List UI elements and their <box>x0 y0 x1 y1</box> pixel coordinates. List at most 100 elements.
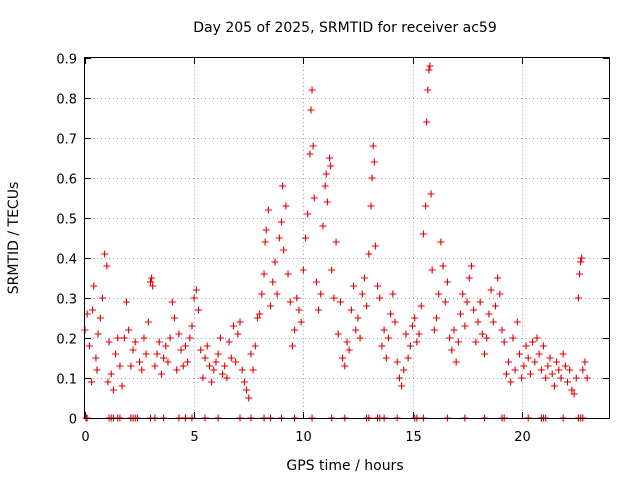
data-point <box>374 282 382 290</box>
data-point <box>179 362 187 370</box>
data-point <box>312 278 320 286</box>
data-point <box>149 282 157 290</box>
data-point <box>384 334 392 342</box>
data-point <box>476 298 484 306</box>
data-point <box>485 310 493 318</box>
data-point <box>427 190 435 198</box>
data-point <box>463 298 471 306</box>
data-point <box>326 154 334 162</box>
y-axis-label: SRMTID / TECUs <box>6 182 22 295</box>
y-tick-label: 0.9 <box>56 53 77 68</box>
data-point <box>437 238 445 246</box>
data-point <box>341 362 349 370</box>
data-point <box>322 170 330 178</box>
data-point <box>103 262 111 270</box>
y-tick-label: 0.7 <box>56 133 77 148</box>
data-point <box>114 334 122 342</box>
data-point <box>350 282 358 290</box>
data-point <box>559 350 567 358</box>
data-point <box>175 330 183 338</box>
data-point <box>90 282 98 290</box>
y-tick-label: 0.8 <box>56 93 77 108</box>
data-point <box>125 326 133 334</box>
data-point <box>234 330 242 338</box>
x-tick-label: 0 <box>81 430 89 445</box>
data-point <box>389 290 397 298</box>
data-point <box>162 342 170 350</box>
data-point <box>258 290 266 298</box>
data-point <box>472 338 480 346</box>
data-point <box>269 278 277 286</box>
data-point <box>402 330 410 338</box>
data-point <box>147 278 154 286</box>
data-point <box>494 274 502 282</box>
data-point <box>430 326 438 334</box>
data-point <box>371 242 379 250</box>
data-point <box>496 290 504 298</box>
data-point <box>345 346 353 354</box>
data-point <box>304 210 312 218</box>
data-point <box>85 342 93 350</box>
data-point <box>101 250 109 258</box>
data-point <box>245 394 253 402</box>
data-point <box>356 334 364 342</box>
data-point <box>286 298 294 306</box>
data-point <box>221 362 229 370</box>
data-point <box>518 374 526 382</box>
data-point <box>260 270 268 278</box>
data-point <box>395 374 403 382</box>
data-point <box>367 202 375 210</box>
data-point <box>457 310 465 318</box>
x-tick-label: 15 <box>405 430 422 445</box>
data-point <box>93 366 101 374</box>
data-point <box>197 346 205 354</box>
y-tick-label: 0.4 <box>56 253 77 268</box>
data-point <box>461 322 469 330</box>
data-point <box>317 290 325 298</box>
data-point <box>120 334 128 342</box>
data-point <box>227 354 235 362</box>
data-point <box>208 378 216 386</box>
data-point <box>483 334 491 342</box>
data-point <box>212 358 220 366</box>
data-point <box>491 302 499 310</box>
data-point <box>107 370 115 378</box>
data-point <box>98 294 106 302</box>
data-point <box>275 234 283 242</box>
data-point <box>131 338 139 346</box>
data-point <box>535 350 543 358</box>
data-point <box>358 290 366 298</box>
data-point <box>205 362 213 370</box>
data-point <box>210 366 218 374</box>
data-point <box>446 334 454 342</box>
data-point <box>96 314 104 322</box>
data-points <box>81 62 591 422</box>
data-point <box>524 354 532 362</box>
y-tick-label: 0.3 <box>56 293 77 308</box>
data-point <box>365 250 373 258</box>
data-point <box>533 334 541 342</box>
data-point <box>164 358 172 366</box>
data-point <box>328 266 336 274</box>
data-point <box>526 370 534 378</box>
grid-lines <box>85 58 609 418</box>
data-point <box>273 290 281 298</box>
data-point <box>509 334 517 342</box>
data-point <box>417 302 425 310</box>
data-point <box>240 378 248 386</box>
data-point <box>288 342 296 350</box>
data-point <box>422 202 430 210</box>
data-point <box>299 266 307 274</box>
data-point <box>249 366 257 374</box>
data-point <box>282 202 290 210</box>
data-point <box>487 286 495 294</box>
data-point <box>307 106 315 114</box>
data-point <box>129 346 137 354</box>
data-point <box>393 358 401 366</box>
data-point <box>522 342 530 350</box>
data-point <box>105 338 113 346</box>
data-point <box>520 362 528 370</box>
data-point <box>576 270 584 278</box>
data-point <box>391 318 399 326</box>
data-point <box>157 370 165 378</box>
